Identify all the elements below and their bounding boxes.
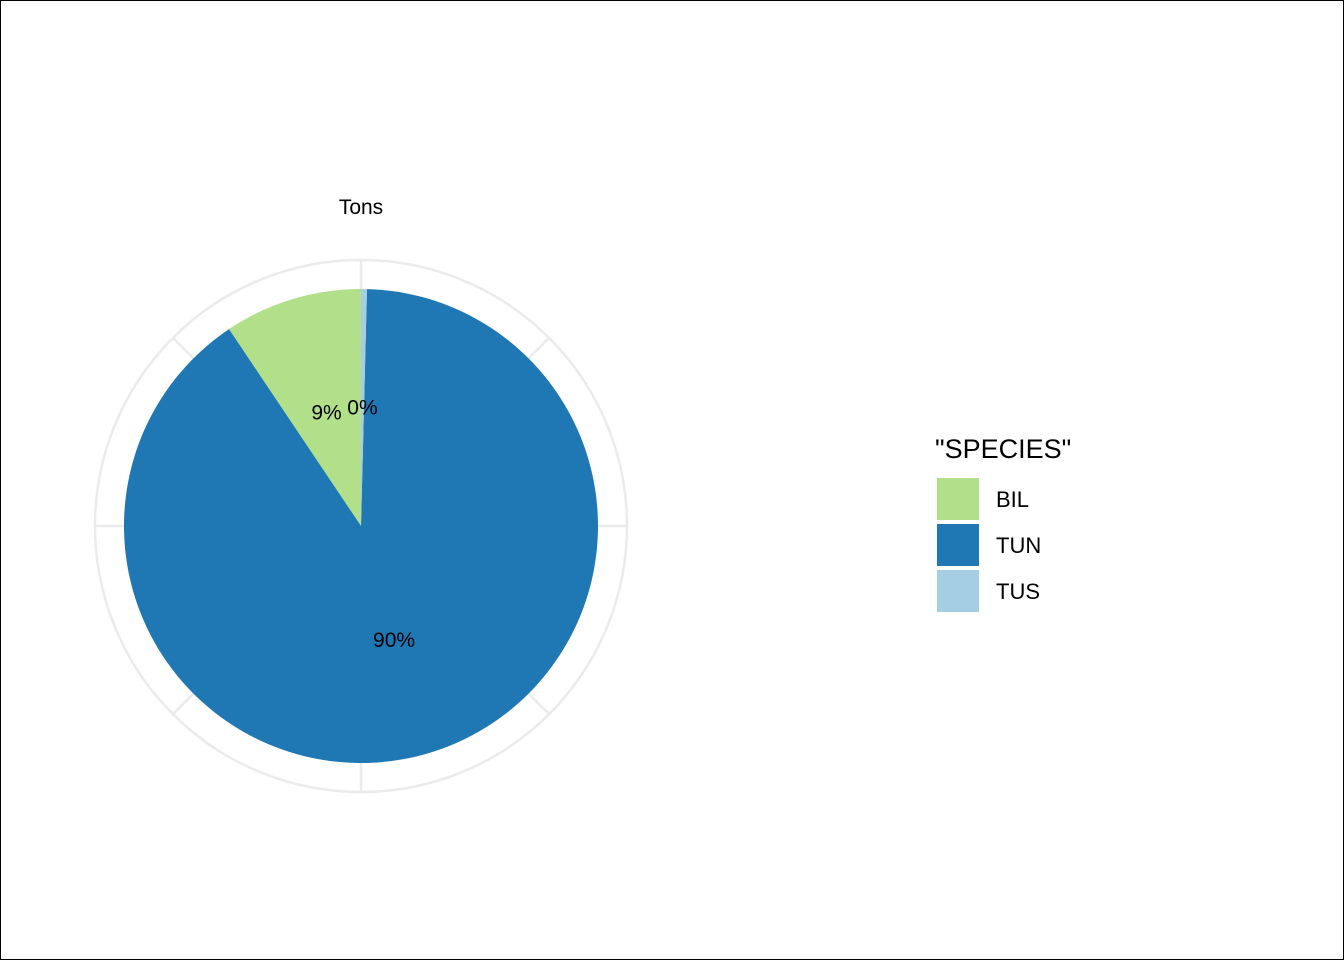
pie-slice-bil <box>229 289 361 526</box>
legend-title: "SPECIES" <box>935 434 1071 464</box>
slice-label-bil: 9% <box>311 402 341 425</box>
legend: "SPECIES" BIL TUN TUS <box>935 434 1071 612</box>
legend-label-bil: BIL <box>996 487 1029 512</box>
legend-label-tus: TUS <box>996 579 1040 604</box>
legend-swatch-tus <box>937 570 979 612</box>
slice-labels: 9% 90% 0% <box>311 397 415 652</box>
legend-swatch-bil <box>937 478 979 520</box>
slice-label-tun: 90% <box>373 629 415 652</box>
pie-slices <box>123 289 599 763</box>
pie-slice-tun <box>123 289 599 763</box>
chart-title: Tons <box>339 196 383 219</box>
legend-label-tun: TUN <box>996 533 1041 558</box>
pie-slice-tus <box>361 289 367 526</box>
slice-label-tus: 0% <box>347 397 377 420</box>
legend-swatch-tun <box>937 524 979 566</box>
